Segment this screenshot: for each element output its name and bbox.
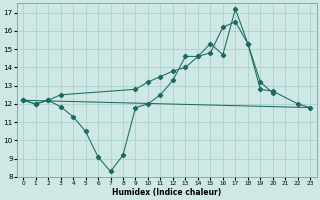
X-axis label: Humidex (Indice chaleur): Humidex (Indice chaleur) (112, 188, 221, 197)
